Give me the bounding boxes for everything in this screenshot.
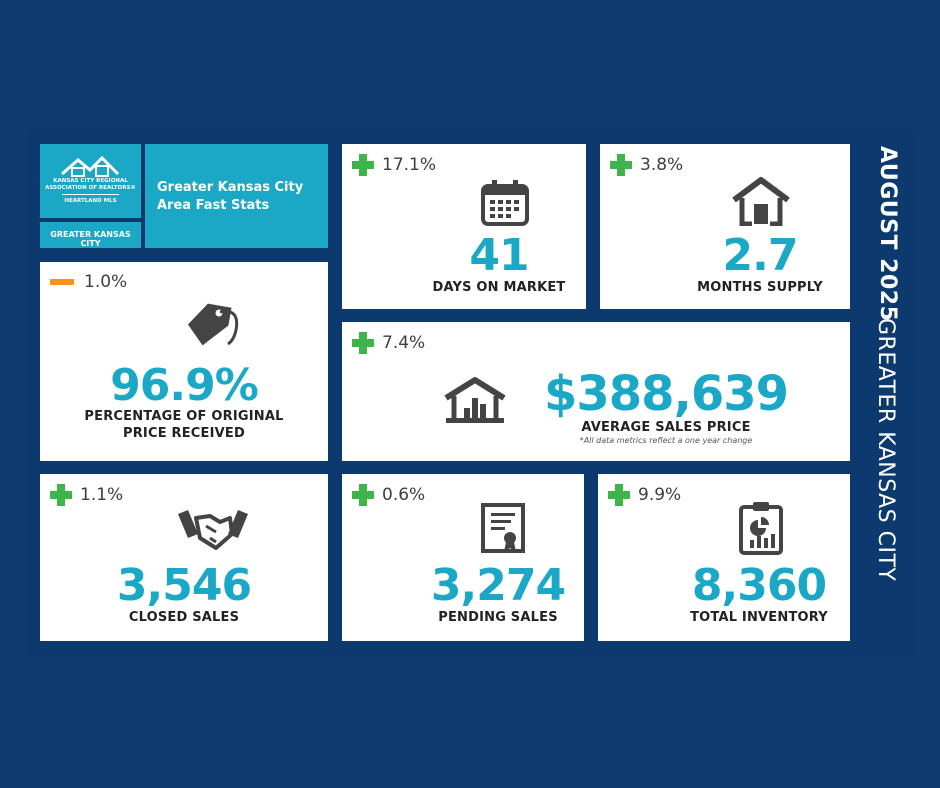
change-value: 1.1% bbox=[80, 485, 124, 505]
average-sales-price-value: $388,639 bbox=[543, 366, 789, 422]
logo-card: KANSAS CITY REGIONAL ASSOCIATION OF REAL… bbox=[40, 144, 141, 218]
pending-sales-value: 3,274 bbox=[430, 560, 566, 611]
region-side-label: GREATER KANSAS CITY bbox=[873, 318, 898, 582]
certificate-icon bbox=[481, 503, 525, 553]
change-indicator: 1.0% bbox=[50, 272, 127, 292]
increase-icon bbox=[50, 484, 72, 506]
days-on-market-card: 17.1% 41 DAYS ON MARKET bbox=[342, 144, 586, 309]
days-on-market-value: 41 bbox=[469, 230, 529, 281]
house-icon bbox=[732, 177, 790, 226]
change-value: 0.6% bbox=[382, 485, 426, 505]
logo-divider bbox=[62, 194, 119, 195]
data-note: *All data metrics reflect a one year cha… bbox=[579, 436, 753, 445]
pending-sales-label: PENDING SALES bbox=[438, 610, 558, 625]
total-inventory-value: 8,360 bbox=[691, 560, 827, 611]
closed-sales-label: CLOSED SALES bbox=[128, 610, 240, 625]
increase-icon bbox=[352, 154, 374, 176]
house-logo-icon bbox=[61, 155, 120, 177]
period-label: AUGUST 2025 bbox=[875, 146, 900, 322]
pending-sales-card: 0.6% 3,274 PENDING SALES bbox=[342, 474, 584, 641]
region-tab: GREATER KANSAS CITY bbox=[40, 222, 141, 248]
total-inventory-label: TOTAL INVENTORY bbox=[690, 610, 828, 625]
change-indicator: 3.8% bbox=[610, 154, 683, 176]
days-on-market-label: DAYS ON MARKET bbox=[432, 280, 566, 295]
percentage-original-price-label-line2: PRICE RECEIVED bbox=[122, 426, 245, 441]
title-line1: Greater Kansas City bbox=[157, 180, 304, 195]
region-tab-label: GREATER KANSAS CITY bbox=[50, 230, 131, 248]
change-value: 17.1% bbox=[382, 155, 437, 175]
logo-line1: KANSAS CITY REGIONAL bbox=[53, 178, 128, 184]
change-indicator: 7.4% bbox=[352, 332, 425, 354]
average-sales-price-label: AVERAGE SALES PRICE bbox=[581, 420, 751, 435]
logo-line3: HEARTLAND MLS bbox=[64, 198, 117, 204]
logo-line2: ASSOCIATION OF REALTORS® bbox=[45, 185, 136, 191]
percentage-original-price-label-line1: PERCENTAGE OF ORIGINAL bbox=[84, 409, 284, 424]
change-indicator: 0.6% bbox=[352, 484, 425, 506]
change-indicator: 17.1% bbox=[352, 154, 436, 176]
change-indicator: 1.1% bbox=[50, 484, 123, 506]
increase-icon bbox=[352, 332, 374, 354]
decrease-icon bbox=[50, 279, 74, 285]
closed-sales-value: 3,546 bbox=[116, 560, 252, 611]
price-tag-icon bbox=[187, 303, 239, 346]
change-value: 9.9% bbox=[638, 485, 682, 505]
clipboard-chart-icon bbox=[739, 502, 783, 555]
handshake-icon bbox=[178, 510, 248, 550]
change-value: 1.0% bbox=[84, 272, 128, 292]
title-line2: Area Fast Stats bbox=[157, 198, 270, 213]
increase-icon bbox=[608, 484, 630, 506]
calendar-icon bbox=[481, 180, 529, 226]
change-value: 7.4% bbox=[382, 333, 426, 353]
increase-icon bbox=[352, 484, 374, 506]
change-value: 3.8% bbox=[640, 155, 684, 175]
increase-icon bbox=[610, 154, 632, 176]
change-indicator: 9.9% bbox=[608, 484, 681, 506]
closed-sales-card: 1.1% 3,546 CLOSED SALES bbox=[40, 474, 328, 641]
total-inventory-card: 9.9% 8,360 TOTAL INVENTORY bbox=[598, 474, 850, 641]
percentage-original-price-card: 1.0% 96.9% PERCENTAGE OF ORIGINAL PRICE … bbox=[40, 262, 328, 461]
average-sales-price-card: 7.4% $388,639 AVERAGE SALES PRICE *All d… bbox=[342, 322, 850, 461]
house-chart-icon bbox=[444, 377, 506, 423]
title-card: Greater Kansas City Area Fast Stats bbox=[145, 144, 328, 248]
months-supply-value: 2.7 bbox=[722, 230, 799, 281]
months-supply-card: 3.8% 2.7 MONTHS SUPPLY bbox=[600, 144, 850, 309]
percentage-original-price-value: 96.9% bbox=[110, 360, 259, 411]
months-supply-label: MONTHS SUPPLY bbox=[697, 280, 823, 295]
